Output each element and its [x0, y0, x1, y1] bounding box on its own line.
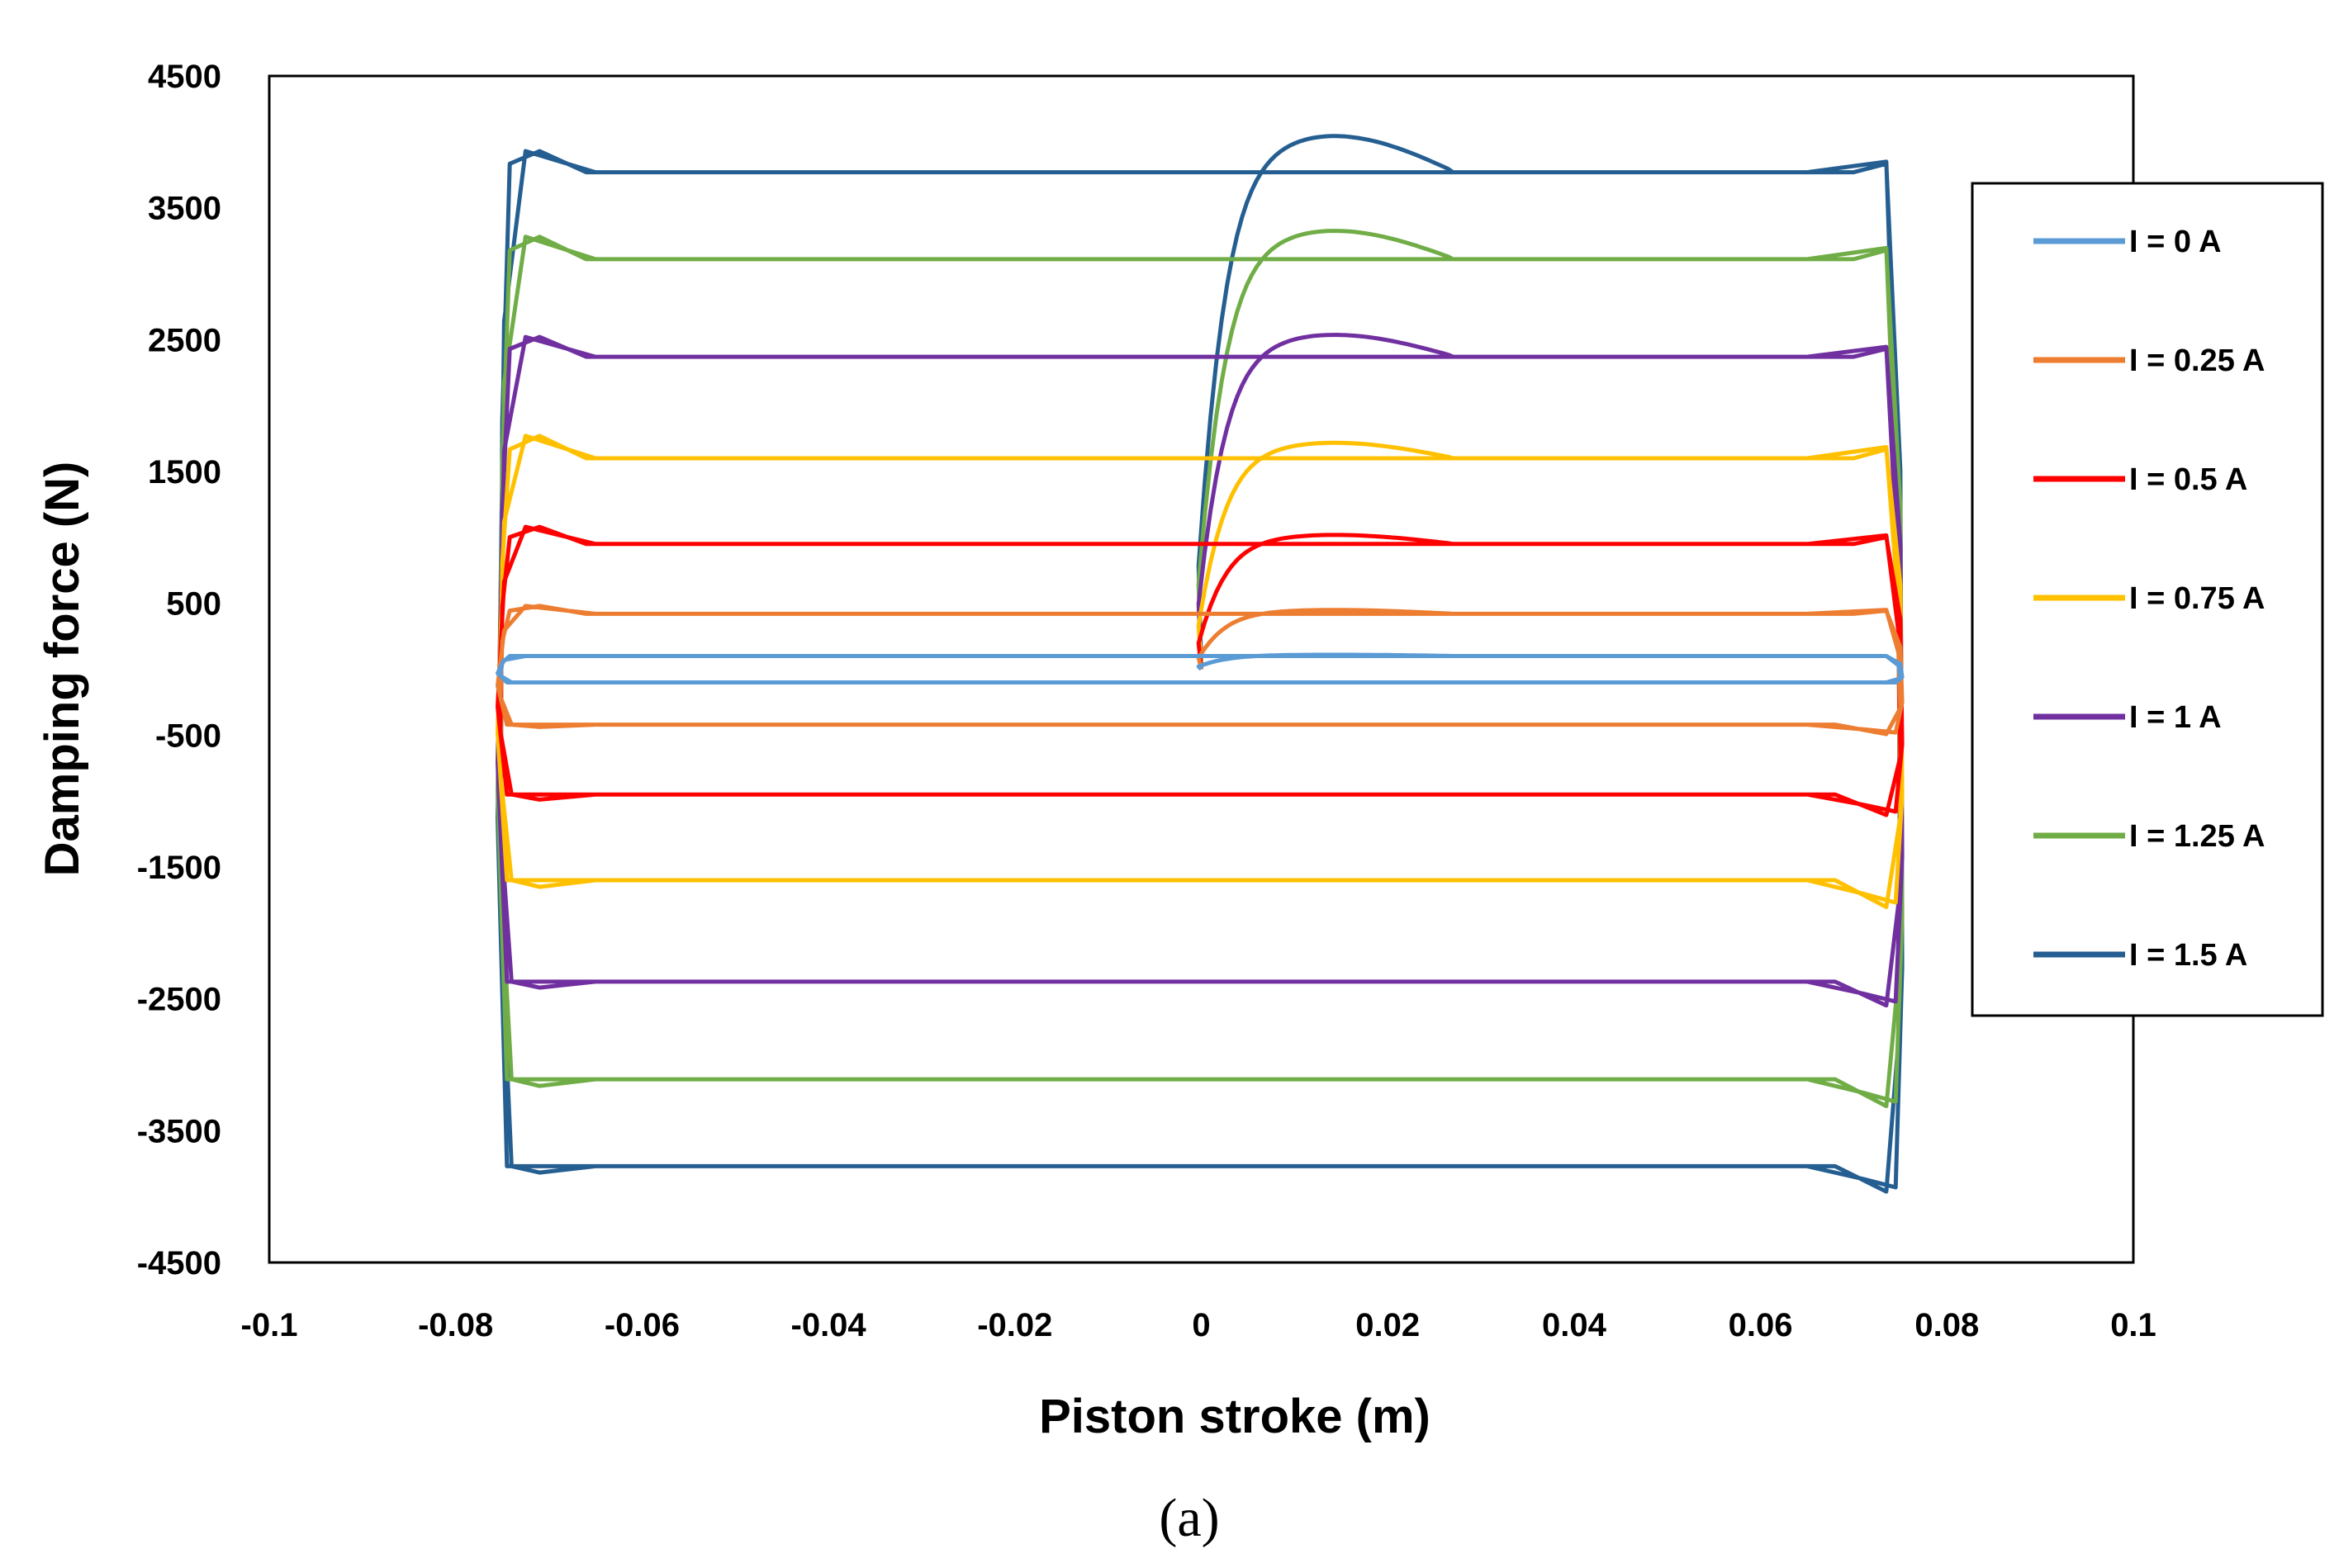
- legend-label: I = 1.5 A: [2129, 938, 2247, 973]
- series-line: [496, 652, 1905, 685]
- x-tick-label: 0.06: [1729, 1307, 1793, 1343]
- y-tick-label: 3500: [148, 191, 221, 227]
- x-tick-label: -0.06: [605, 1307, 680, 1343]
- x-axis-title: Piston stroke (m): [1039, 1390, 1430, 1443]
- y-tick-label: -2500: [137, 982, 221, 1018]
- legend-label: I = 0.25 A: [2129, 343, 2265, 378]
- legend-label: I = 0.5 A: [2129, 462, 2247, 497]
- y-tick-labels: 4500 3500 2500 1500 500 -500 -1500 -2500 -3500 -4…: [137, 59, 221, 1281]
- y-tick-label: 500: [166, 586, 221, 623]
- x-tick-label: 0.02: [1355, 1307, 1420, 1343]
- y-tick-label: 1500: [148, 454, 221, 490]
- legend-label: I = 1.25 A: [2129, 819, 2265, 854]
- series-line: [496, 134, 1905, 1194]
- series-line: [496, 604, 1905, 737]
- y-tick-label: 2500: [148, 322, 221, 358]
- legend-box: [1971, 182, 2324, 1017]
- legend-label: I = 1 A: [2129, 700, 2222, 735]
- figure-caption: (a): [1159, 1488, 1219, 1548]
- x-tick-label: -0.04: [791, 1307, 867, 1343]
- y-tick-label: -1500: [137, 850, 221, 886]
- x-tick-label: -0.02: [977, 1307, 1052, 1343]
- x-tick-label: 0.1: [2110, 1307, 2156, 1343]
- series-line: [496, 433, 1905, 909]
- y-axis-title: Damping force (N): [36, 462, 89, 877]
- series-line: [496, 524, 1905, 817]
- x-tick-label: -0.1: [241, 1307, 298, 1343]
- x-tick-labels: -0.1 -0.08 -0.06 -0.04 -0.02 0 0.02 0.04 0.06 0.0…: [241, 1307, 2156, 1343]
- y-tick-label: -3500: [137, 1113, 221, 1149]
- x-tick-label: 0.04: [1542, 1307, 1607, 1343]
- legend-label: I = 0 A: [2129, 225, 2222, 259]
- legend-label: I = 0.75 A: [2129, 581, 2265, 616]
- series-lines: [496, 134, 1905, 1194]
- y-tick-label: -4500: [137, 1245, 221, 1281]
- x-tick-label: 0.08: [1914, 1307, 1979, 1343]
- y-tick-label: -500: [155, 718, 221, 754]
- series-line: [496, 333, 1905, 1008]
- series-line: [496, 229, 1905, 1109]
- x-tick-label: 0: [1192, 1307, 1210, 1343]
- legend: I = 0 A I = 0.25 A I = 0.5 A I = 0.75 A I = …: [1971, 182, 2324, 1017]
- x-tick-label: -0.08: [418, 1307, 493, 1343]
- y-tick-label: 4500: [148, 59, 221, 95]
